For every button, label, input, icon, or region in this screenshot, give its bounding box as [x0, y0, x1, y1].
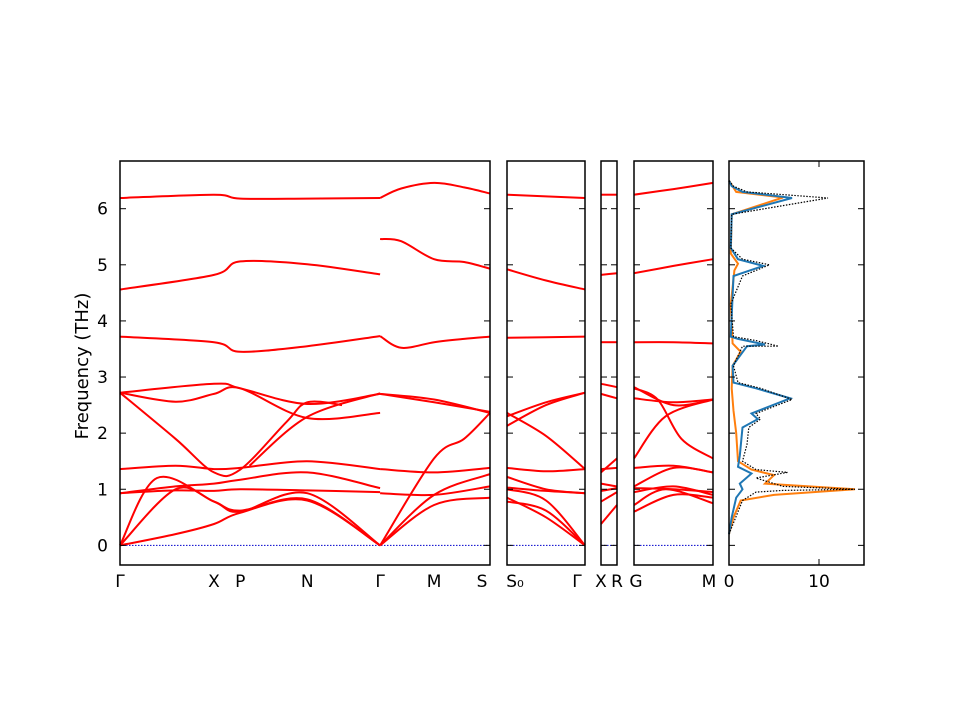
band-line — [379, 238, 491, 270]
band-line — [633, 398, 714, 460]
band-line — [506, 488, 586, 547]
band-line — [506, 496, 586, 547]
band-line — [119, 259, 381, 291]
band-line — [119, 488, 381, 495]
band-line — [380, 466, 491, 474]
panel-frame — [633, 160, 714, 566]
band-line — [379, 181, 491, 199]
dos-series-a — [728, 180, 794, 535]
band-line — [506, 500, 586, 547]
band-line — [119, 335, 381, 353]
band-line — [600, 382, 618, 389]
x-tick-label: Γ — [115, 572, 125, 592]
band-line — [379, 335, 491, 349]
y-tick-label: 6 — [97, 200, 108, 220]
band-line — [379, 473, 491, 547]
band-line — [600, 272, 618, 276]
band-line — [633, 397, 714, 404]
band-line — [119, 475, 381, 547]
dos-total — [728, 180, 856, 535]
y-tick-label: 1 — [97, 480, 108, 500]
band-line — [119, 386, 381, 421]
panel-frame — [506, 160, 586, 566]
x-tick-label: R — [611, 572, 623, 592]
band-line — [633, 258, 714, 275]
band-line — [633, 181, 714, 196]
y-tick-label: 0 — [97, 536, 108, 556]
dos-frame — [728, 160, 865, 566]
band-line — [119, 471, 381, 495]
panel-frame — [600, 160, 618, 566]
band-line — [506, 466, 586, 473]
band-line — [506, 391, 586, 427]
x-tick-label: S₀ — [506, 572, 524, 592]
dos-series-b — [728, 180, 856, 535]
band-panels: Γ X P N Γ M S S₀ Γ X R G M — [115, 160, 717, 592]
band-line — [600, 487, 618, 492]
band-line — [119, 498, 381, 547]
x-tick-label: M — [427, 572, 442, 592]
band-line — [119, 391, 343, 478]
band-line — [600, 482, 618, 488]
band-line — [633, 493, 714, 513]
y-tick-label: 2 — [97, 424, 108, 444]
x-tick-label: G — [629, 572, 642, 592]
x-tick-label: X — [208, 572, 220, 592]
y-tick-label: 4 — [97, 312, 108, 332]
dos-panel: 0 10 — [724, 160, 865, 592]
band-line — [633, 466, 714, 488]
band-line — [600, 457, 618, 474]
band-line — [379, 392, 491, 413]
x-tick-label: Γ — [375, 572, 385, 592]
band-line — [506, 335, 586, 339]
band-line — [506, 412, 586, 470]
x-tick-label: X — [595, 572, 607, 592]
band-line — [633, 464, 714, 474]
x-tick-label: Γ — [572, 572, 582, 592]
band-line — [506, 268, 586, 291]
y-axis-label: Frequency (THz) — [72, 293, 93, 440]
y-tick-label: 5 — [97, 256, 108, 276]
x-tick-label: P — [235, 572, 245, 592]
band-panel-2: S₀ Γ — [506, 160, 586, 592]
band-line — [633, 485, 714, 496]
band-line — [600, 392, 618, 400]
dos-x-tick-label: 10 — [808, 572, 830, 592]
panel-frame — [119, 160, 491, 566]
band-line — [633, 341, 714, 345]
band-line — [633, 488, 714, 506]
x-tick-label: S — [477, 572, 488, 592]
band-line — [248, 392, 381, 467]
band-line — [119, 382, 381, 406]
band-line — [600, 504, 618, 525]
band-line — [506, 475, 586, 495]
band-line — [379, 412, 491, 546]
dos-x-tick-label: 0 — [724, 572, 735, 592]
band-line — [633, 387, 714, 460]
band-line — [506, 193, 586, 199]
band-line — [119, 460, 381, 471]
x-tick-label: N — [301, 572, 314, 592]
x-tick-label: M — [702, 572, 717, 592]
band-line — [379, 496, 491, 547]
band-line — [600, 491, 618, 503]
band-line — [600, 466, 618, 471]
y-tick-label: 3 — [97, 368, 108, 388]
band-line — [119, 193, 381, 200]
y-tick-labels: 0 1 2 3 4 5 6 — [97, 200, 108, 557]
